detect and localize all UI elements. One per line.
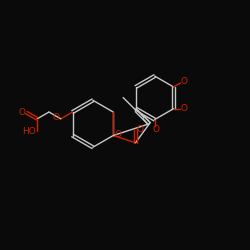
Text: O: O: [180, 104, 188, 113]
Text: O: O: [180, 77, 188, 86]
Text: O: O: [53, 113, 60, 122]
Text: O: O: [114, 130, 121, 139]
Text: O: O: [136, 125, 143, 134]
Text: O: O: [152, 126, 160, 134]
Text: O: O: [18, 108, 26, 117]
Text: HO: HO: [22, 127, 36, 136]
